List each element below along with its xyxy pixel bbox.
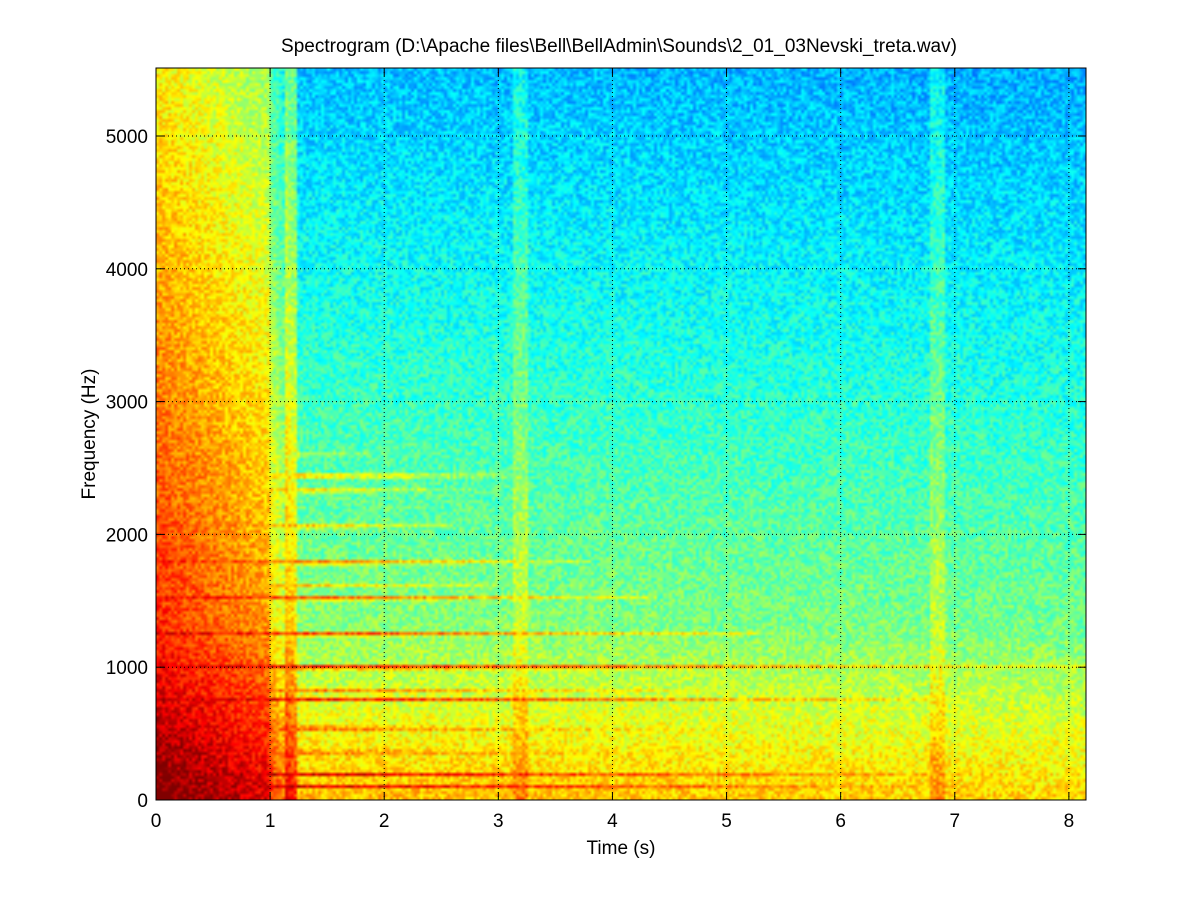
y-tick-label: 1000	[106, 658, 148, 679]
y-tick-label: 2000	[106, 525, 148, 546]
x-axis-label: Time (s)	[587, 838, 656, 859]
x-tick-label: 4	[607, 811, 618, 832]
y-tick-label: 5000	[106, 127, 148, 148]
x-tick-label: 6	[835, 811, 846, 832]
x-tick-label: 7	[949, 811, 960, 832]
y-tick-label: 4000	[106, 260, 148, 281]
chart-title: Spectrogram (D:\Apache files\Bell\BellAd…	[281, 36, 957, 57]
y-axis-label: Frequency (Hz)	[79, 369, 100, 500]
axis-ticks: 0 1 2 3 4 5 6 7 8 0 1000 2000 3000 4000 5000	[106, 68, 1086, 832]
x-tick-label: 0	[151, 811, 162, 832]
x-tick-label: 3	[493, 811, 504, 832]
plot-frame	[155, 67, 1087, 801]
spectrogram-heatmap	[156, 68, 1086, 800]
x-tick-label: 2	[379, 811, 390, 832]
grid-lines	[156, 68, 1086, 800]
x-tick-label: 1	[265, 811, 276, 832]
y-tick-label: 0	[137, 791, 148, 812]
y-tick-label: 3000	[106, 393, 148, 414]
x-tick-label: 8	[1064, 811, 1075, 832]
x-tick-label: 5	[721, 811, 732, 832]
